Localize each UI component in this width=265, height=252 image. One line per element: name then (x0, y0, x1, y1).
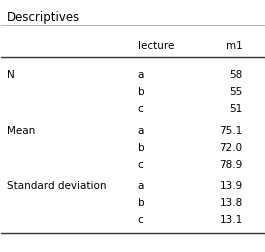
Text: 55: 55 (229, 87, 243, 97)
Text: m1: m1 (226, 41, 243, 51)
Text: 13.1: 13.1 (219, 214, 243, 225)
Text: Mean: Mean (7, 125, 35, 135)
Text: b: b (138, 87, 144, 97)
Text: Standard deviation: Standard deviation (7, 181, 106, 191)
Text: a: a (138, 70, 144, 80)
Text: Descriptives: Descriptives (7, 11, 80, 24)
Text: N: N (7, 70, 14, 80)
Text: 72.0: 72.0 (219, 142, 243, 152)
Text: a: a (138, 181, 144, 191)
Text: c: c (138, 159, 143, 169)
Text: a: a (138, 125, 144, 135)
Text: b: b (138, 198, 144, 207)
Text: lecture: lecture (138, 41, 174, 51)
Text: 78.9: 78.9 (219, 159, 243, 169)
Text: 58: 58 (229, 70, 243, 80)
Text: c: c (138, 214, 143, 225)
Text: b: b (138, 142, 144, 152)
Text: 13.9: 13.9 (219, 181, 243, 191)
Text: 13.8: 13.8 (219, 198, 243, 207)
Text: 75.1: 75.1 (219, 125, 243, 135)
Text: 51: 51 (229, 104, 243, 114)
Text: c: c (138, 104, 143, 114)
